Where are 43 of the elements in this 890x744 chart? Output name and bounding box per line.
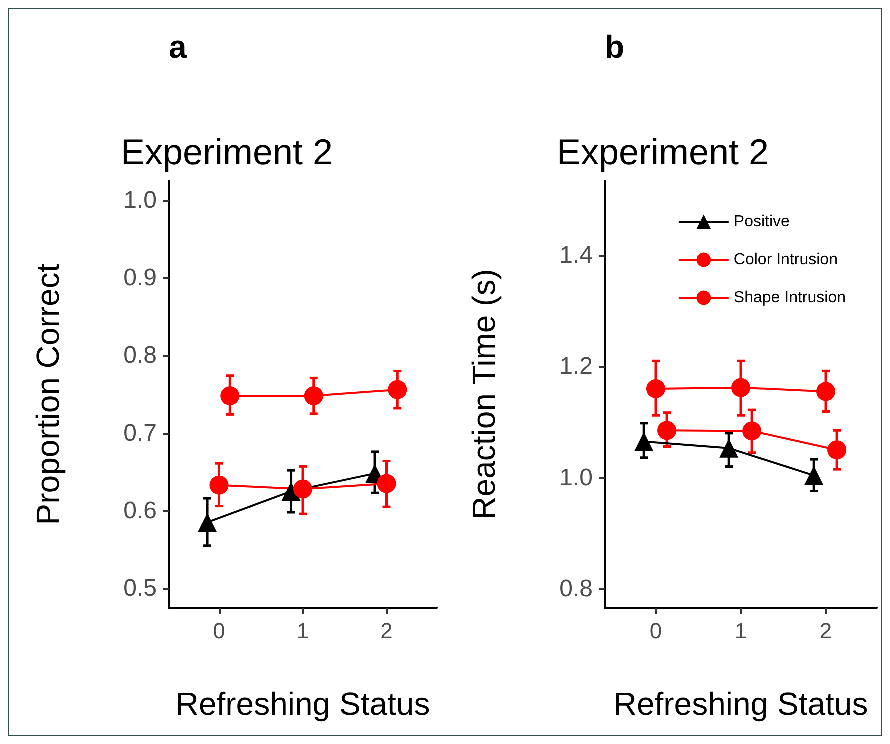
- point: [634, 432, 654, 452]
- x-tick-label: 0: [650, 618, 662, 644]
- point: [732, 378, 750, 398]
- point: [220, 386, 240, 406]
- x-axis-title: Refreshing Status: [176, 686, 430, 722]
- text: b: [605, 29, 625, 65]
- legend-label: Color Intrusion: [734, 252, 838, 268]
- x-tick-label: 1: [734, 618, 748, 644]
- y-tick-label: 0.5: [124, 575, 157, 602]
- y-tick-label: 0.7: [124, 420, 157, 447]
- point: [720, 438, 739, 458]
- x-tick-label: 1: [296, 618, 310, 644]
- point: [742, 422, 762, 441]
- chart-title: Experiment 2: [556, 132, 770, 172]
- point: [658, 421, 677, 440]
- chart-title: Experiment 2: [120, 132, 334, 172]
- x-tick-label: 0: [213, 618, 226, 644]
- point: [804, 466, 824, 486]
- y-tick-label: 0.8: [124, 342, 157, 370]
- y-tick-label: 1.4: [560, 242, 593, 270]
- x-tick-label: 2: [380, 618, 393, 644]
- legend-label: Positive: [734, 214, 790, 230]
- y-tick-label: 0.9: [124, 264, 157, 292]
- x-tick-label: 2: [820, 618, 832, 644]
- y-tick-label: 1.0: [124, 186, 157, 214]
- y-tick-label: 1.0: [560, 464, 593, 492]
- text: a: [169, 29, 187, 65]
- point: [294, 480, 312, 499]
- y-axis-title: Proportion Correct: [30, 264, 66, 526]
- point: [304, 386, 324, 406]
- point: [377, 474, 396, 494]
- y-tick-label: 0.6: [124, 497, 157, 524]
- y-tick-label: 0.8: [560, 576, 593, 603]
- point: [198, 513, 218, 532]
- point: [388, 380, 408, 400]
- point: [210, 476, 229, 495]
- y-tick-label: 1.2: [560, 353, 593, 380]
- point: [828, 440, 847, 460]
- x-axis-title: Refreshing Status: [614, 686, 868, 722]
- legend-label: Shape Intrusion: [734, 290, 846, 306]
- point: [646, 379, 666, 398]
- point: [816, 382, 836, 402]
- y-axis-title: Reaction Time (s): [466, 269, 502, 520]
